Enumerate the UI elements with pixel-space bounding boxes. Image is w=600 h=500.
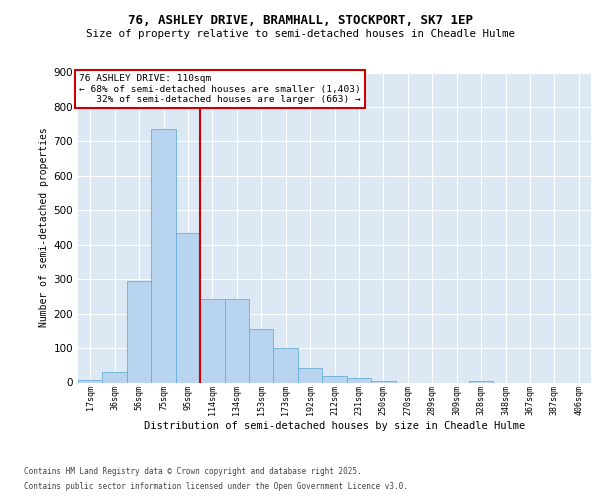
Bar: [127, 281, 151, 382]
Bar: [298, 368, 322, 382]
Bar: [78, 380, 103, 382]
Bar: [200, 299, 224, 382]
Text: Size of property relative to semi-detached houses in Cheadle Hulme: Size of property relative to semi-detach…: [86, 29, 515, 39]
Bar: [176, 232, 200, 382]
Bar: [347, 378, 371, 382]
Text: Contains public sector information licensed under the Open Government Licence v3: Contains public sector information licen…: [24, 482, 408, 491]
Text: 76, ASHLEY DRIVE, BRAMHALL, STOCKPORT, SK7 1EP: 76, ASHLEY DRIVE, BRAMHALL, STOCKPORT, S…: [128, 14, 473, 27]
Bar: [249, 329, 274, 382]
Y-axis label: Number of semi-detached properties: Number of semi-detached properties: [40, 128, 49, 328]
Bar: [322, 376, 347, 382]
Bar: [274, 348, 298, 382]
Bar: [224, 299, 249, 382]
Bar: [103, 372, 127, 382]
X-axis label: Distribution of semi-detached houses by size in Cheadle Hulme: Distribution of semi-detached houses by …: [144, 421, 525, 431]
Bar: [469, 381, 493, 382]
Bar: [371, 381, 395, 382]
Bar: [151, 130, 176, 382]
Text: 76 ASHLEY DRIVE: 110sqm
← 68% of semi-detached houses are smaller (1,403)
   32%: 76 ASHLEY DRIVE: 110sqm ← 68% of semi-de…: [79, 74, 361, 104]
Text: Contains HM Land Registry data © Crown copyright and database right 2025.: Contains HM Land Registry data © Crown c…: [24, 467, 362, 476]
